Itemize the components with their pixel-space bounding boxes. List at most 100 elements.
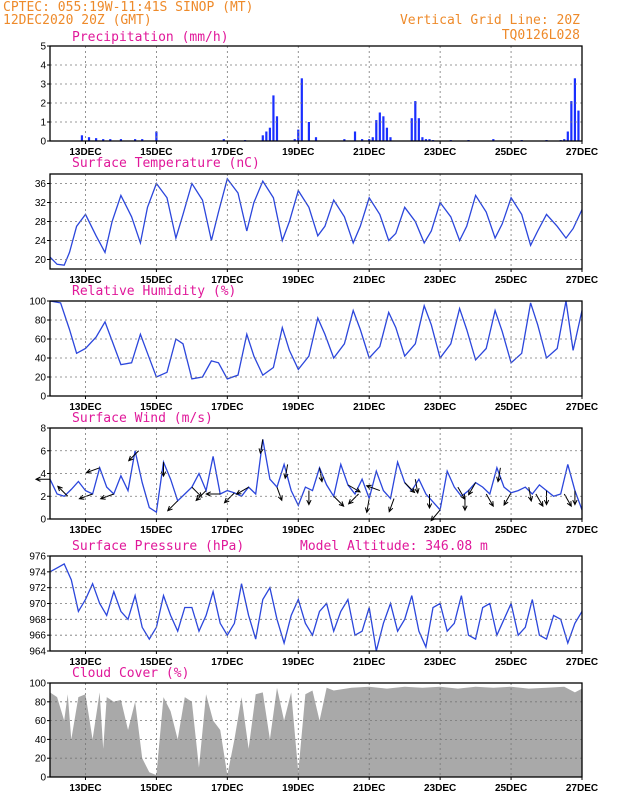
precip-bar (353, 131, 357, 141)
precip-bar (417, 118, 420, 141)
wind-arrow (195, 490, 207, 502)
y-tick-label: 40 (35, 735, 47, 746)
wind-arrow (166, 500, 179, 512)
wind-arrow (85, 467, 100, 474)
surface-wind-m-s-line (49, 439, 583, 514)
panel-title: Surface Temperature (nC) (72, 156, 260, 171)
wind-arrow (34, 476, 50, 482)
wind-arrow (535, 493, 544, 508)
precip-bar (410, 118, 413, 141)
x-tick-label: 21DEC (353, 657, 385, 668)
wind-arrow (527, 487, 534, 503)
y-tick-label: 0 (40, 392, 46, 403)
x-tick-label: 15DEC (140, 657, 172, 668)
wind-arrow (333, 495, 345, 507)
wind-arrow (235, 486, 249, 495)
x-tick-label: 19DEC (282, 402, 314, 413)
x-tick-label: 21DEC (353, 147, 385, 158)
panel-title: Surface Wind (m/s) (72, 411, 213, 426)
panel-title: Precipitation (mm/h) (72, 30, 229, 45)
x-tick-label: 15DEC (140, 275, 172, 286)
y-tick-label: 4 (40, 61, 46, 72)
panel-frame (49, 682, 583, 778)
precip-bar (80, 135, 84, 141)
panel-6: Cloud Cover (%) 0 20 40 60 80 100 13DEC 15DEC 17D… (29, 666, 598, 794)
wind-arrow (496, 467, 502, 483)
wind-arrow (160, 462, 167, 478)
wind-arrow (426, 493, 433, 510)
wind-arrow (563, 493, 572, 508)
x-tick-label: 25DEC (495, 525, 527, 536)
wind-arrow (276, 486, 283, 502)
wind-arrow (404, 482, 416, 494)
precip-bar (570, 101, 573, 141)
wind-arrow (99, 493, 115, 500)
y-tick-label: 24 (35, 236, 47, 247)
y-tick-label: 32 (35, 198, 47, 209)
wind-arrow (318, 467, 324, 483)
precip-bar (272, 95, 275, 141)
relative-humidity-line (49, 300, 583, 380)
panel-1: Precipitation (mm/h) 0 1 2 3 4 5 13DEC 15DEC 17DE… (40, 30, 598, 158)
x-tick-label: 25DEC (495, 275, 527, 286)
x-tick-label: 13DEC (69, 783, 101, 794)
x-tick-label: 27DEC (566, 657, 598, 668)
x-tick-label: 17DEC (211, 525, 243, 536)
x-tick-label: 15DEC (140, 402, 172, 413)
precip-bar (378, 112, 381, 141)
precip-bar (297, 129, 300, 141)
precip-bar (307, 122, 311, 141)
header-location: CPTEC: 055:19W-11:41S SINOP (MT) (3, 0, 253, 15)
wind-arrow (127, 450, 140, 462)
x-tick-label: 23DEC (424, 657, 456, 668)
precip-bar (382, 116, 385, 141)
wind-arrow (347, 493, 359, 505)
wind-arrow (223, 492, 235, 504)
y-tick-label: 0 (40, 515, 46, 526)
precip-bar (371, 137, 374, 141)
x-tick-label: 19DEC (282, 525, 314, 536)
panel-3: Relative Humidity (%) 0 20 40 60 80 100 13DEC 15… (29, 284, 598, 413)
x-tick-label: 17DEC (211, 783, 243, 794)
y-tick-label: 100 (29, 679, 46, 690)
precip-bar (102, 139, 105, 141)
x-tick-label: 13DEC (69, 657, 101, 668)
x-tick-label: 27DEC (566, 525, 598, 536)
x-tick-label: 21DEC (353, 783, 385, 794)
x-tick-label: 25DEC (495, 783, 527, 794)
precip-bar (577, 110, 580, 141)
y-tick-label: 36 (35, 179, 47, 190)
precip-bar (421, 137, 424, 141)
precip-bar (95, 138, 98, 141)
y-tick-label: 4 (40, 469, 46, 480)
x-tick-label: 25DEC (495, 147, 527, 158)
wind-arrow (388, 498, 395, 513)
x-tick-label: 23DEC (424, 525, 456, 536)
y-tick-label: 976 (29, 552, 46, 563)
x-tick-label: 13DEC (69, 147, 101, 158)
precip-bar (573, 78, 577, 141)
precip-bar (492, 139, 495, 141)
wind-arrow (205, 491, 221, 497)
y-tick-label: 972 (29, 583, 46, 594)
panel-title: Surface Pressure (hPa) (72, 539, 244, 554)
y-tick-label: 80 (35, 697, 47, 708)
precip-bar (141, 139, 144, 141)
panel-frame (49, 300, 583, 397)
y-tick-label: 966 (29, 631, 46, 642)
x-tick-label: 15DEC (140, 147, 172, 158)
x-tick-label: 23DEC (424, 147, 456, 158)
x-tick-label: 19DEC (282, 783, 314, 794)
header-date: 12DEC2020 20Z (GMT) (3, 13, 152, 28)
y-tick-label: 974 (29, 567, 46, 578)
precip-bar (275, 116, 279, 141)
x-tick-label: 25DEC (495, 402, 527, 413)
cloud-cover-area (50, 686, 582, 777)
precip-bar (361, 139, 364, 141)
precip-bar (368, 139, 371, 141)
wind-arrow (365, 484, 381, 492)
y-tick-label: 60 (35, 716, 47, 727)
wind-arrow (347, 484, 362, 493)
precip-bar (428, 139, 431, 141)
